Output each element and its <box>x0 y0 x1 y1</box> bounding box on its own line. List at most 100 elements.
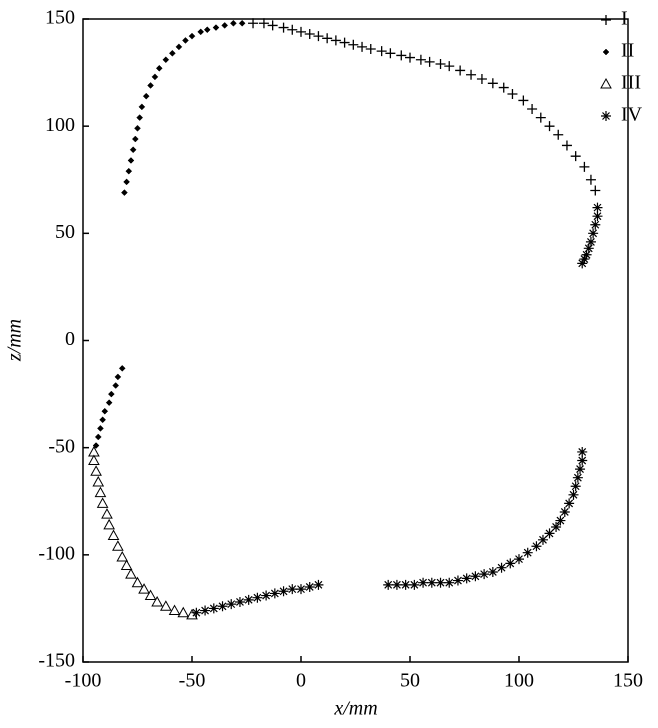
legend-label: II <box>621 40 634 62</box>
point <box>159 600 172 611</box>
point <box>476 74 487 85</box>
point <box>505 558 516 569</box>
point <box>572 472 583 483</box>
point <box>182 37 189 44</box>
point <box>238 19 246 27</box>
point <box>579 161 590 172</box>
point <box>105 399 113 407</box>
y-tick-label: 100 <box>45 114 75 136</box>
point <box>243 594 254 605</box>
point <box>142 92 150 100</box>
point <box>92 475 105 487</box>
x-tick-label: -50 <box>179 670 206 692</box>
point <box>559 506 570 517</box>
point <box>131 576 144 588</box>
point <box>267 20 278 31</box>
y-tick-label: 50 <box>55 221 75 243</box>
point <box>466 69 477 80</box>
x-tick-label: 0 <box>296 670 306 692</box>
y-tick-label: 150 <box>45 7 75 29</box>
point <box>162 56 170 64</box>
point <box>592 202 603 213</box>
point <box>177 606 190 618</box>
point <box>116 550 129 562</box>
point <box>138 103 146 111</box>
point <box>125 167 133 175</box>
point <box>544 121 555 132</box>
point <box>383 579 394 590</box>
point <box>564 498 575 509</box>
point <box>579 254 590 265</box>
point <box>385 48 396 59</box>
point <box>88 454 100 466</box>
point <box>92 442 100 449</box>
point <box>269 588 280 599</box>
point <box>97 425 104 432</box>
point <box>120 559 133 571</box>
point <box>287 584 298 595</box>
point <box>581 249 592 260</box>
point <box>487 566 498 577</box>
point <box>217 601 228 612</box>
point <box>188 32 196 40</box>
point <box>487 78 498 89</box>
point <box>175 43 183 51</box>
y-tick-label: 0 <box>65 328 75 350</box>
point <box>107 390 115 398</box>
point <box>461 573 472 584</box>
y-tick-label: -100 <box>38 542 75 564</box>
point <box>261 590 272 601</box>
point <box>496 562 507 573</box>
point <box>514 554 524 565</box>
point <box>577 258 588 269</box>
point <box>444 61 455 72</box>
legend-label: IV <box>621 104 643 126</box>
x-tick-label: 150 <box>613 670 643 692</box>
point <box>479 569 490 580</box>
point <box>452 575 463 586</box>
point <box>313 579 324 590</box>
point <box>101 407 109 415</box>
point <box>252 592 263 603</box>
point <box>455 65 466 76</box>
point <box>561 140 572 151</box>
point <box>129 146 137 154</box>
point <box>418 577 429 588</box>
point <box>304 581 315 592</box>
point <box>99 416 106 424</box>
point <box>278 22 289 33</box>
point <box>405 52 415 63</box>
legend-marker <box>601 15 611 25</box>
point <box>230 19 237 27</box>
point <box>575 464 586 475</box>
point <box>248 18 259 29</box>
y-tick-label: -150 <box>38 650 75 672</box>
point <box>94 486 107 498</box>
point <box>424 56 435 67</box>
point <box>409 579 420 590</box>
x-tick-label: 50 <box>400 670 420 692</box>
point <box>112 382 120 389</box>
y-axis-label: z/mm <box>4 319 26 362</box>
point <box>151 73 159 81</box>
point <box>435 577 446 588</box>
point <box>590 219 601 230</box>
point <box>527 104 538 115</box>
point <box>592 211 603 222</box>
point <box>330 35 341 46</box>
point <box>191 607 202 618</box>
point <box>553 129 564 140</box>
point <box>144 589 157 601</box>
point <box>127 157 135 164</box>
point <box>339 37 350 48</box>
point <box>226 599 237 610</box>
point <box>112 540 124 551</box>
y-tick-label: -50 <box>48 435 75 457</box>
point <box>107 529 120 541</box>
point <box>544 528 555 539</box>
point <box>258 18 269 29</box>
x-axis-label: x/mm <box>333 698 377 720</box>
point <box>498 82 509 93</box>
point <box>376 46 387 57</box>
